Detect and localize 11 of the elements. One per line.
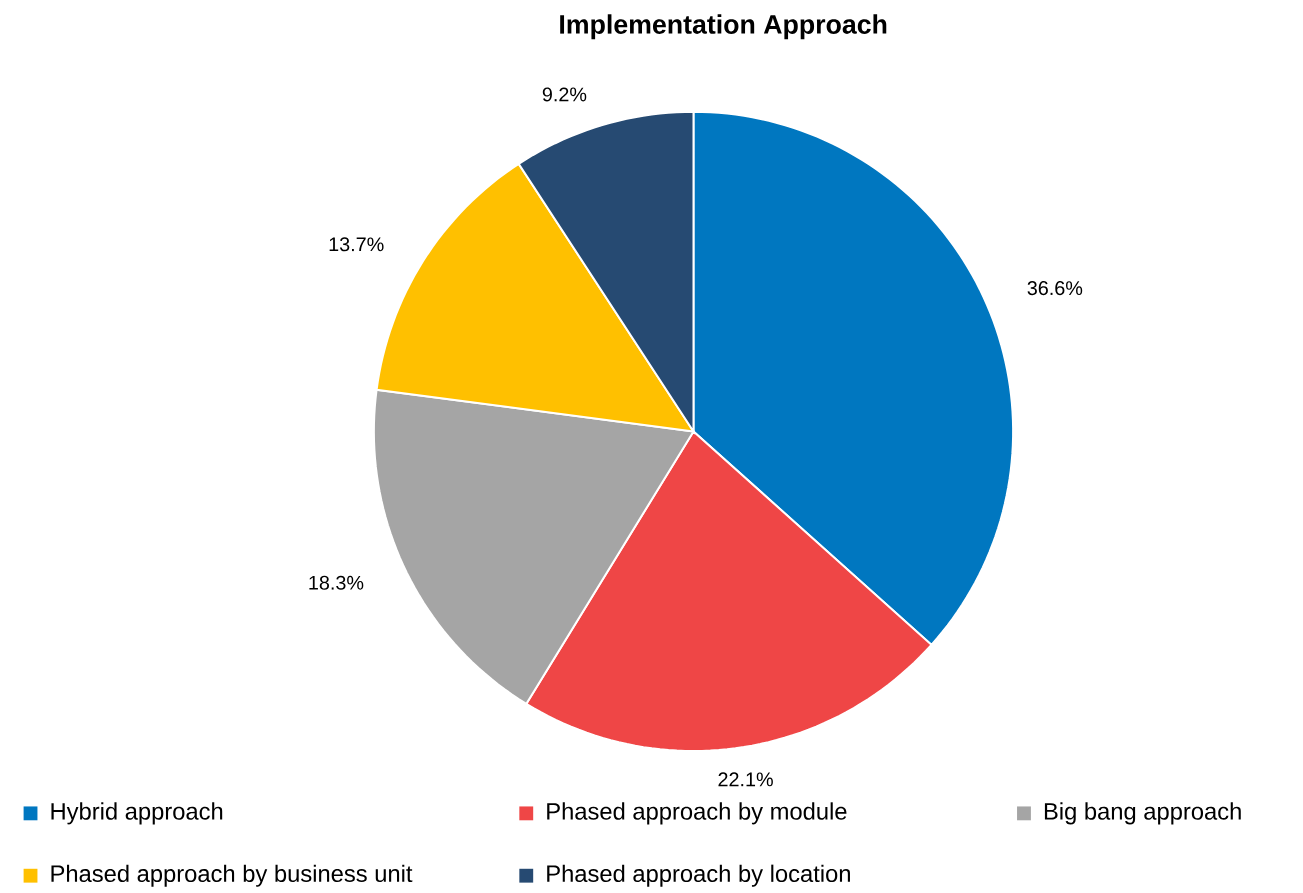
legend-label: Phased approach by business unit (51, 864, 413, 888)
data-label: 22.1% (718, 772, 773, 787)
chart-title: Implementation Approach (560, 14, 887, 40)
legend-label: Hybrid approach (51, 802, 223, 825)
legend-label: Phased approach by location (547, 864, 850, 888)
data-label: 18.3% (309, 575, 364, 591)
data-label: 13.7% (329, 237, 384, 252)
data-label: 36.6% (1027, 281, 1083, 296)
legend-label: Big bang approach (1044, 802, 1241, 825)
data-label: 9.2% (542, 87, 587, 102)
legend-label: Phased approach by module (547, 802, 847, 825)
